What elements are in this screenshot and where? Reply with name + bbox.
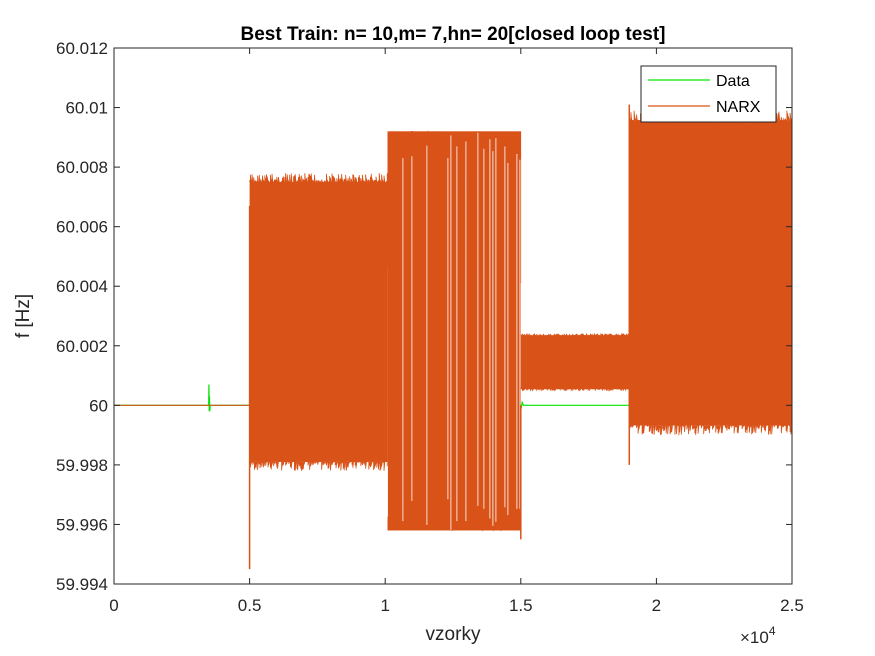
x-tick-label: 1 xyxy=(380,596,389,615)
legend[interactable]: Data NARX xyxy=(640,65,777,123)
x-axis-label: vzorky xyxy=(426,624,481,645)
y-tick-label: 60.008 xyxy=(56,158,108,177)
series-narx-lower-edge-1 xyxy=(249,455,388,471)
series-narx-band-3 xyxy=(520,335,630,389)
series-narx-lower-edge-4 xyxy=(628,418,793,436)
y-axis-label: f [Hz] xyxy=(13,294,34,338)
y-tick-label: 60.012 xyxy=(56,39,108,58)
legend-data-label: Data xyxy=(716,73,750,90)
y-tick-label: 59.998 xyxy=(56,456,108,475)
series-narx-upper-edge-2 xyxy=(387,130,522,349)
x-tick-label: 2.5 xyxy=(780,596,804,615)
series-narx-upper-edge-3 xyxy=(520,332,630,338)
x-tick-label: 0.5 xyxy=(238,596,262,615)
series-narx-lower-edge-2 xyxy=(387,311,522,532)
series-narx-band-1 xyxy=(249,182,388,462)
x-tick-label: 0 xyxy=(109,596,118,615)
y-tick-label: 59.994 xyxy=(56,575,108,594)
y-tick-label: 60 xyxy=(89,396,108,415)
y-tick-label: 60.004 xyxy=(56,277,108,296)
x-axis-exponent: ×104 xyxy=(740,624,776,647)
y-tick-label: 60.002 xyxy=(56,337,108,356)
series-narx-upper-edge-1 xyxy=(249,173,388,188)
x-axis-exponent-power: 4 xyxy=(769,624,776,638)
data-layer xyxy=(114,104,793,570)
ticks-layer: 0 0.5 1 1.5 2 2.5 59.994 59.996 59.998 60 60.002 60… xyxy=(56,39,804,615)
x-tick-label: 2 xyxy=(652,596,661,615)
y-tick-label: 60.006 xyxy=(56,218,108,237)
x-axis-exponent-base: ×10 xyxy=(740,628,769,647)
series-narx-band-4 xyxy=(629,120,792,426)
x-tick-label: 1.5 xyxy=(509,596,533,615)
legend-box xyxy=(640,65,777,123)
svg-text:×104: ×104 xyxy=(740,624,776,647)
y-tick-label: 59.996 xyxy=(56,515,108,534)
axes-box xyxy=(113,47,793,585)
chart-title: Best Train: n= 10,m= 7,hn= 20[closed loo… xyxy=(241,24,666,45)
y-tick-label: 60.01 xyxy=(65,99,108,118)
legend-narx-label: NARX xyxy=(716,99,761,116)
series-narx-lower-edge-3 xyxy=(520,386,630,392)
